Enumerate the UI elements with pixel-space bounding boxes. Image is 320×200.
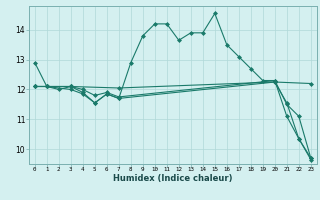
- X-axis label: Humidex (Indice chaleur): Humidex (Indice chaleur): [113, 174, 233, 183]
